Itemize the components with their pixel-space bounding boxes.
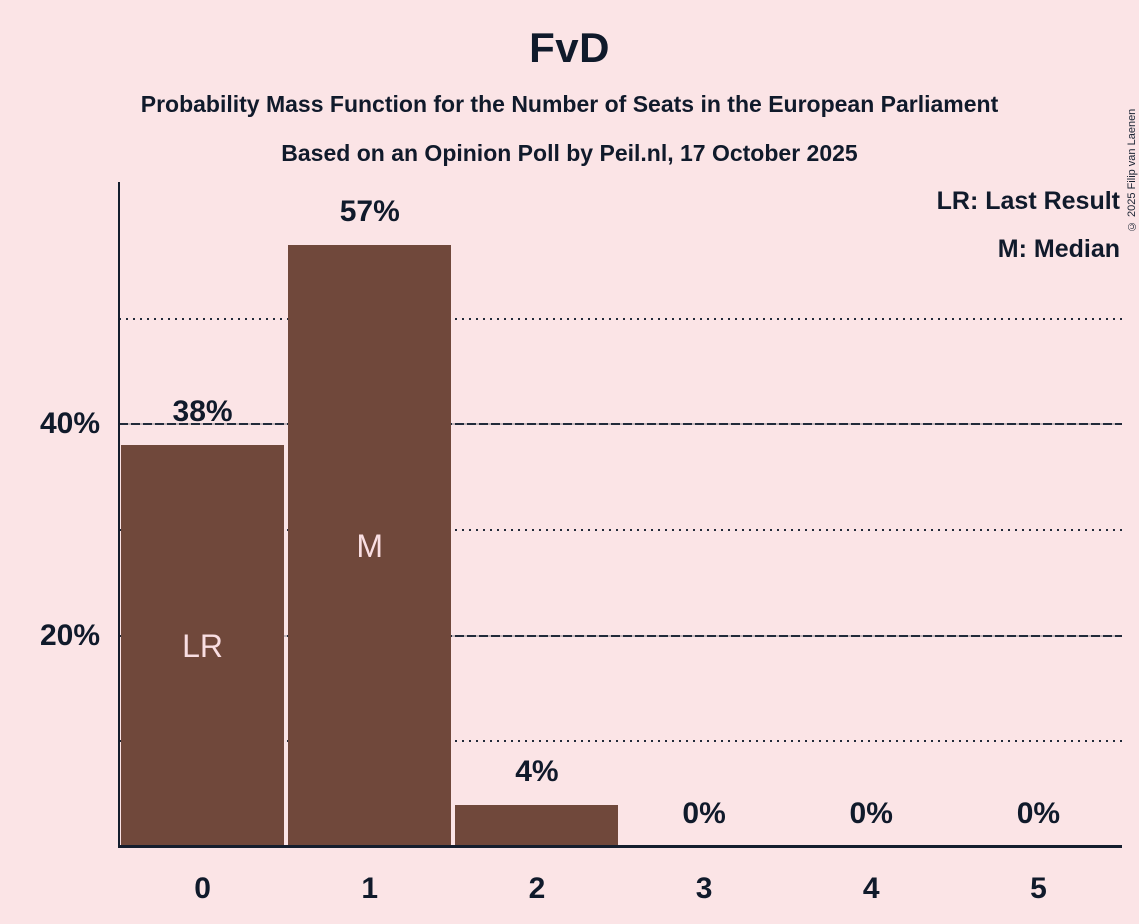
bar-seat-0 xyxy=(121,445,285,847)
x-tick-label-1: 1 xyxy=(361,872,379,905)
bar-value-label-4: 0% xyxy=(849,797,893,830)
gridline-50pct xyxy=(119,317,1122,320)
y-axis xyxy=(118,182,120,848)
bar-value-label-5: 0% xyxy=(1016,797,1061,830)
x-tick-label-3: 3 xyxy=(695,872,713,905)
bar-seat-1 xyxy=(288,244,452,847)
gridline-10pct xyxy=(119,740,1122,743)
bar-value-label-3: 0% xyxy=(682,797,726,830)
gridline-30pct xyxy=(119,528,1122,531)
x-tick-label-0: 0 xyxy=(194,872,211,905)
y-tick-label-40pct: 40% xyxy=(39,407,100,441)
chart-subtitle: Probability Mass Function for the Number… xyxy=(140,91,999,117)
bar-value-label-2: 4% xyxy=(515,754,559,788)
gridline-40pct xyxy=(119,423,1122,426)
legend: LR: Last Result M: Median xyxy=(937,177,1120,273)
bar-annotation-lr: LR xyxy=(182,628,224,665)
bar-annotation-m: M xyxy=(356,527,384,564)
page-title: FvD xyxy=(529,24,610,71)
gridline-20pct xyxy=(119,634,1122,637)
legend-median: M: Median xyxy=(997,235,1120,263)
x-axis xyxy=(118,845,1122,848)
y-tick-label-20pct: 20% xyxy=(39,618,100,652)
copyright-notice: © 2025 Filip van Laenen xyxy=(1126,108,1138,232)
legend-last-result: LR: Last Result xyxy=(936,187,1120,215)
chart-subtitle-source: Based on an Opinion Poll by Peil.nl, 17 … xyxy=(281,140,858,166)
x-tick-label-4: 4 xyxy=(862,872,880,905)
bar-value-label-0: 38% xyxy=(172,395,233,429)
x-tick-label-5: 5 xyxy=(1030,872,1047,905)
x-tick-label-2: 2 xyxy=(528,872,546,905)
bar-value-label-1: 57% xyxy=(339,194,400,228)
bar-seat-2 xyxy=(455,804,619,847)
plot-area: 38% LR 57% M 4% 0% 0% 0% xyxy=(119,182,1122,847)
